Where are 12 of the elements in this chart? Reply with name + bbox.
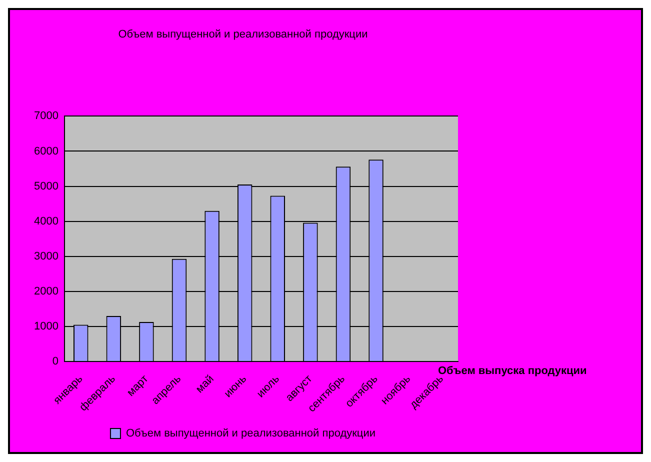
y-tick-label: 5000	[34, 180, 58, 192]
x-axis-title: Объем выпуска продукции	[438, 365, 587, 378]
y-tick-label: 7000	[34, 110, 58, 122]
y-tick-label: 1000	[34, 320, 58, 333]
y-tick-label: 3000	[34, 250, 58, 262]
legend-label: Объем выпущенной и реализованной продукции	[126, 428, 376, 440]
chart-title: Объем выпущенной и реализованной продукции	[118, 28, 368, 41]
y-tick-label: 4000	[34, 215, 58, 228]
y-tick-label: 6000	[34, 145, 58, 158]
y-tick-label: 0	[52, 356, 58, 368]
x-tick-label: май	[194, 372, 216, 396]
y-tick-label: 2000	[34, 285, 58, 298]
